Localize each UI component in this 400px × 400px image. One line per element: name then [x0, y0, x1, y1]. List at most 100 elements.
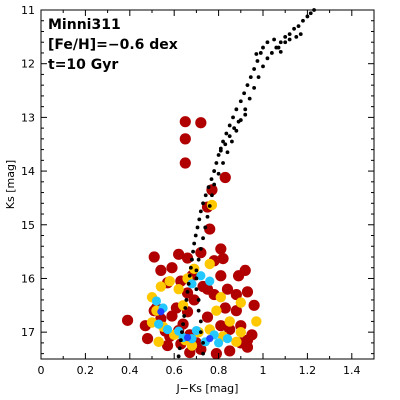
isochrone-point: [232, 126, 237, 131]
data-point-high: [205, 276, 215, 286]
isochrone-point: [265, 40, 270, 45]
isochrone-point: [216, 171, 221, 176]
isochrone-point: [212, 169, 217, 173]
scatter-points-layer: [121, 116, 262, 360]
isochrone-point: [223, 142, 228, 147]
x-tick-label: 1: [260, 364, 267, 377]
data-point-medium: [211, 305, 222, 316]
isochrone-point: [196, 257, 201, 262]
data-point-sparse: [179, 116, 191, 128]
isochrone-point: [201, 201, 205, 206]
data-point-medium: [224, 316, 235, 327]
data-point-sparse: [221, 283, 234, 295]
isochrone-point: [278, 49, 283, 54]
data-point-sparse: [230, 305, 242, 317]
x-tick-label: 0.6: [165, 364, 183, 377]
data-point-sparse: [148, 251, 160, 263]
isochrone-point: [201, 340, 205, 345]
isochrone-point: [225, 150, 230, 155]
data-point-medium: [155, 281, 167, 292]
data-point-medium: [173, 284, 184, 295]
data-point-sparse: [201, 311, 214, 323]
isochrone-point: [216, 153, 221, 157]
isochrone-point: [305, 14, 310, 19]
isochrone-point: [201, 236, 205, 241]
data-point-sparse: [219, 171, 231, 184]
y-axis-title: Ks [mag]: [4, 160, 17, 209]
data-point-high: [196, 271, 206, 281]
isochrone-point: [258, 51, 263, 55]
data-point-sparse: [248, 299, 260, 311]
data-point-medium: [215, 292, 227, 303]
isochrone-point: [198, 209, 203, 214]
isochrone-point: [261, 64, 265, 69]
y-tick-label: 13: [21, 111, 35, 124]
isochrone-point: [190, 257, 194, 262]
isochrone-point: [188, 265, 193, 270]
data-point-sparse: [246, 329, 258, 341]
isochrone-point: [252, 85, 257, 90]
isochrone-point: [198, 247, 203, 251]
data-point-sparse: [141, 332, 154, 345]
isochrone-point: [218, 148, 223, 153]
metallicity-annotation: [Fe/H]=−0.6 dex: [48, 37, 178, 53]
x-tick-label: 0.4: [121, 364, 139, 377]
isochrone-point: [248, 75, 253, 80]
y-tick-label: 11: [21, 4, 35, 17]
data-point-medium: [186, 340, 198, 351]
data-point-high: [162, 324, 173, 335]
isochrone-point: [203, 225, 208, 230]
isochrone-point: [272, 37, 276, 42]
data-point-sparse: [224, 323, 236, 336]
data-point-sparse: [195, 117, 207, 129]
isochrone-point: [198, 319, 203, 324]
data-point-sparse: [241, 341, 254, 353]
age-annotation: t=10 Gyr: [48, 57, 118, 73]
data-point-sparse: [217, 252, 229, 265]
isochrone-point: [243, 107, 248, 112]
x-tick-label: 1.2: [299, 364, 317, 377]
isochrone-point: [254, 52, 259, 56]
isochrone-layer: [176, 8, 316, 359]
isochrone-point: [261, 45, 265, 50]
data-point-sparse: [204, 223, 216, 235]
isochrone-point: [294, 34, 299, 39]
isochrone-point: [236, 119, 241, 124]
isochrone-point: [227, 134, 232, 139]
isochrone-point: [191, 249, 195, 254]
data-point-medium: [235, 297, 246, 308]
isochrone-point: [206, 185, 211, 190]
data-point-medium: [251, 316, 262, 327]
data-point-sparse: [210, 348, 222, 360]
data-point-sparse: [215, 320, 227, 332]
data-point-high: [222, 333, 233, 344]
data-point-sparse: [155, 264, 167, 277]
isochrone-point: [182, 314, 187, 318]
data-point-medium: [231, 336, 242, 348]
y-tick-label: 12: [21, 58, 35, 71]
isochrone-point: [196, 298, 201, 302]
isochrone-point: [292, 26, 296, 31]
isochrone-point: [198, 330, 203, 335]
isochrone-point: [287, 37, 292, 42]
isochrone-point: [221, 161, 225, 165]
isochrone-point: [186, 281, 191, 286]
data-point-sparse: [166, 310, 178, 322]
isochrone-point: [194, 287, 199, 292]
isochrone-point: [203, 193, 208, 198]
data-point-high: [187, 279, 197, 289]
plot-frame: [40, 9, 375, 360]
isochrone-point: [287, 32, 292, 37]
isochrone-point: [234, 107, 239, 112]
isochrone-point: [265, 56, 270, 61]
isochrone-point: [256, 75, 261, 80]
data-point-medium: [164, 275, 175, 287]
isochrone-point: [278, 40, 283, 45]
data-point-sparse: [239, 264, 251, 277]
data-point-high: [154, 319, 164, 329]
data-point-sparse: [215, 270, 227, 282]
x-axis-title: J−Ks [mag]: [176, 382, 239, 395]
isochrone-point: [212, 182, 217, 187]
isochrone-point: [243, 112, 248, 117]
